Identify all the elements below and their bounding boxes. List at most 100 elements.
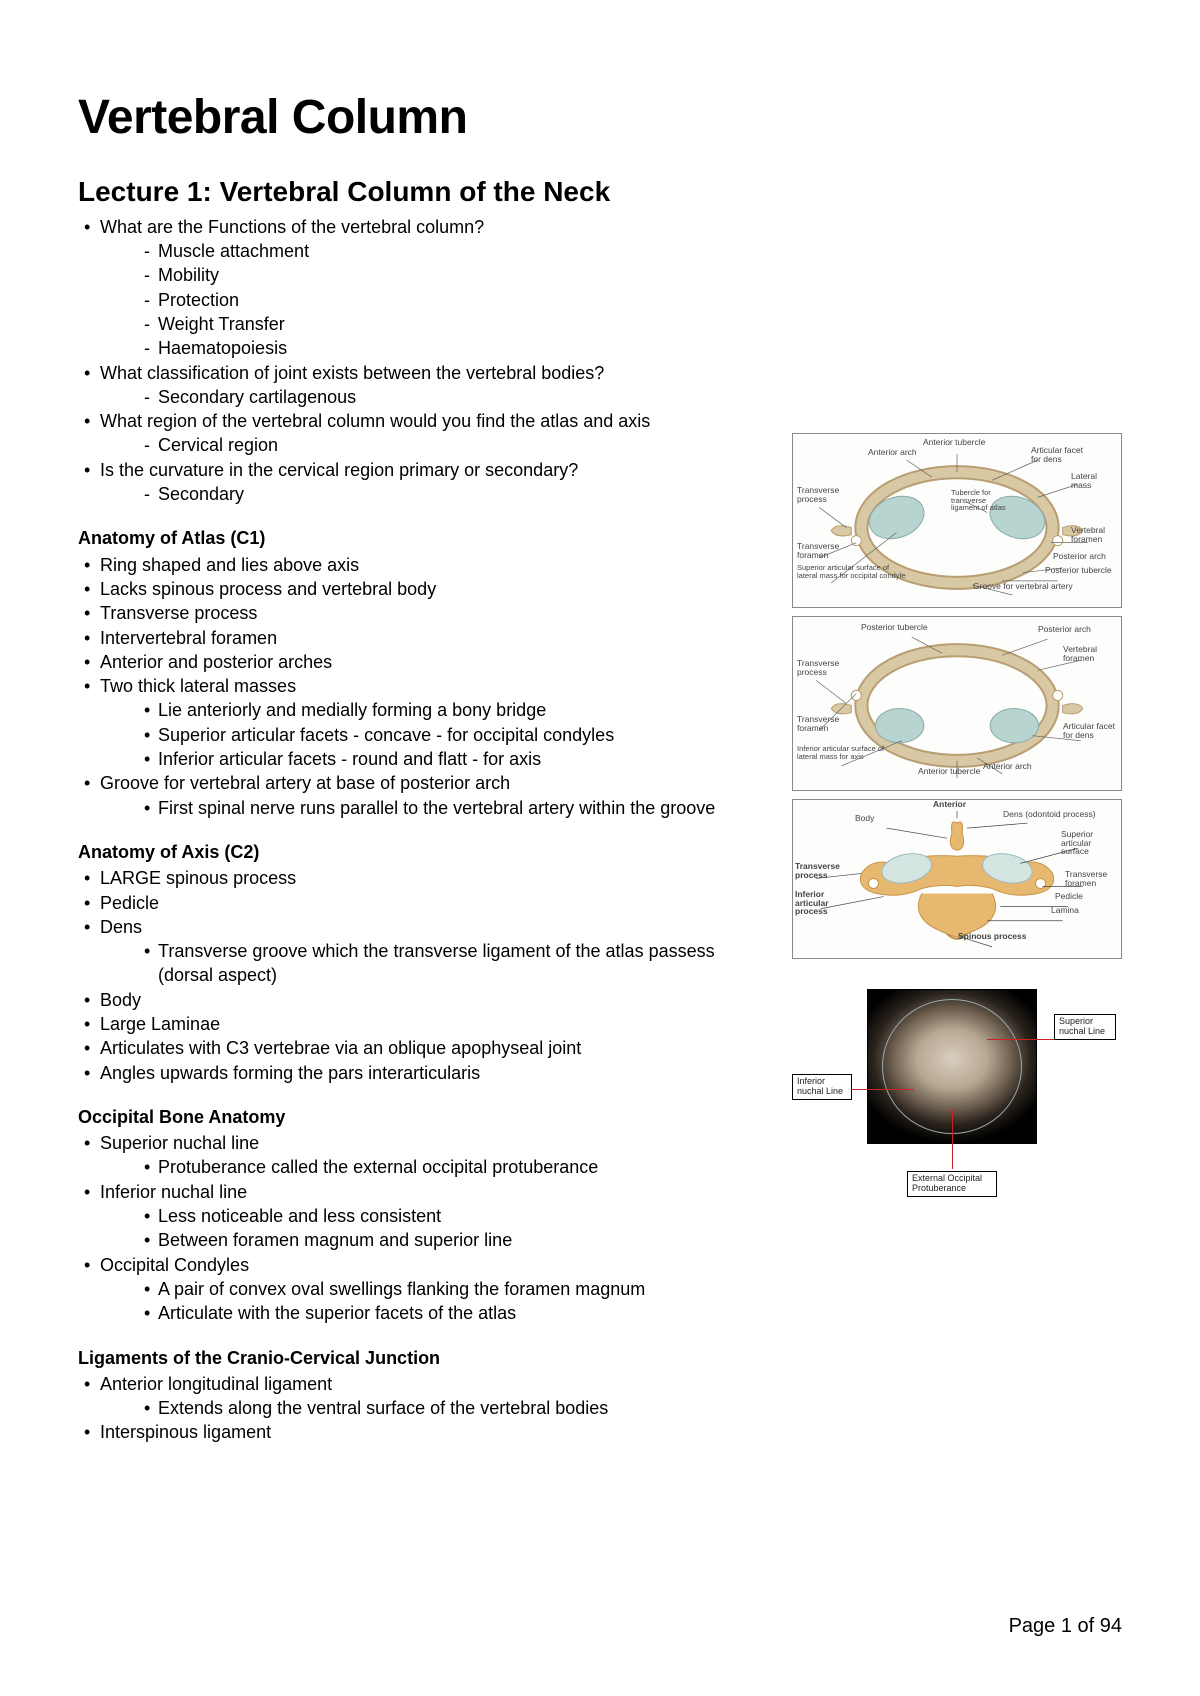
- list-item-text: Superior nuchal line: [100, 1133, 259, 1153]
- list-item: LARGE spinous process: [78, 866, 772, 890]
- axis-list: LARGE spinous process Pedicle Dens Trans…: [78, 866, 772, 1085]
- list-item: Anterior longitudinal ligament Extends a…: [78, 1372, 772, 1421]
- fig-label: Transverse process: [795, 862, 845, 879]
- figure-axis: Anterior Body Dens (odontoid process) Su…: [792, 799, 1122, 959]
- list-item: First spinal nerve runs parallel to the …: [100, 796, 772, 820]
- fig-label: Superior articular surface of lateral ma…: [797, 564, 907, 579]
- fig-label: Transverse foramen: [797, 542, 847, 559]
- fig-label: Transverse foramen: [1065, 870, 1115, 887]
- fig-label: Body: [855, 814, 874, 823]
- list-item: Dens Transverse groove which the transve…: [78, 915, 772, 988]
- occipital-list: Superior nuchal line Protuberance called…: [78, 1131, 772, 1325]
- fig-label: Anterior arch: [868, 448, 917, 457]
- skull-label-inf-nuchal: Inferior nuchal Line: [792, 1074, 852, 1100]
- list-item: Occipital Condyles A pair of convex oval…: [78, 1253, 772, 1326]
- list-item: Inferior articular facets - round and fl…: [100, 747, 772, 771]
- list-item-text: Dens: [100, 917, 142, 937]
- list-item: Groove for vertebral artery at base of p…: [78, 771, 772, 820]
- fig-label: Posterior arch: [1038, 625, 1091, 634]
- content-row: Lecture 1: Vertebral Column of the Neck …: [78, 173, 1122, 1445]
- ligaments-list: Anterior longitudinal ligament Extends a…: [78, 1372, 772, 1445]
- fig-label: Transverse process: [797, 659, 847, 676]
- list-item: Lie anteriorly and medially forming a bo…: [100, 698, 772, 722]
- list-item-text: Inferior nuchal line: [100, 1182, 247, 1202]
- q4-item: Secondary: [100, 482, 772, 506]
- fig-label: Anterior: [933, 800, 966, 809]
- q3-text: What region of the vertebral column woul…: [100, 411, 650, 431]
- fig-label: Anterior tubercle: [923, 438, 985, 447]
- q1: What are the Functions of the vertebral …: [78, 215, 772, 361]
- figure-atlas-inferior: Posterior tubercle Posterior arch Verteb…: [792, 616, 1122, 791]
- list-item: Less noticeable and less consistent: [100, 1204, 772, 1228]
- fig-label: Inferior articular surface of lateral ma…: [797, 745, 892, 760]
- list-item: Body: [78, 988, 772, 1012]
- figure-atlas-superior: Anterior tubercle Anterior arch Articula…: [792, 433, 1122, 608]
- q2-item: Secondary cartilagenous: [100, 385, 772, 409]
- list-item-text: Groove for vertebral artery at base of p…: [100, 773, 510, 793]
- lecture-heading: Lecture 1: Vertebral Column of the Neck: [78, 173, 772, 211]
- list-item: Pedicle: [78, 891, 772, 915]
- intro-list: What are the Functions of the vertebral …: [78, 215, 772, 507]
- list-item: Articulates with C3 vertebrae via an obl…: [78, 1036, 772, 1060]
- page-number: Page 1 of 94: [1009, 1615, 1122, 1638]
- fig-label: Lamina: [1051, 906, 1079, 915]
- fig-label: Dens (odontoid process): [1003, 810, 1103, 819]
- leader-line: [952, 1109, 953, 1169]
- q2-text: What classification of joint exists betw…: [100, 363, 604, 383]
- main-column: Lecture 1: Vertebral Column of the Neck …: [78, 173, 772, 1445]
- fig-label: Articular facet for dens: [1063, 722, 1118, 739]
- list-item: Between foramen magnum and superior line: [100, 1228, 772, 1252]
- list-item: Protuberance called the external occipit…: [100, 1155, 772, 1179]
- q1-item: Mobility: [100, 263, 772, 287]
- list-item: Intervertebral foramen: [78, 626, 772, 650]
- q4-text: Is the curvature in the cervical region …: [100, 460, 578, 480]
- list-item: Transverse process: [78, 601, 772, 625]
- ligaments-heading: Ligaments of the Cranio-Cervical Junctio…: [78, 1346, 772, 1370]
- fig-label: Posterior arch: [1053, 552, 1106, 561]
- list-item-text: Two thick lateral masses: [100, 676, 296, 696]
- fig-label: Pedicle: [1055, 892, 1083, 901]
- fig-label: Posterior tubercle: [1045, 566, 1112, 575]
- occipital-heading: Occipital Bone Anatomy: [78, 1105, 772, 1129]
- q3: What region of the vertebral column woul…: [78, 409, 772, 458]
- list-item: Inferior nuchal line Less noticeable and…: [78, 1180, 772, 1253]
- q3-item: Cervical region: [100, 433, 772, 457]
- list-item-text: Anterior longitudinal ligament: [100, 1374, 332, 1394]
- list-item: A pair of convex oval swellings flanking…: [100, 1277, 772, 1301]
- list-item: Angles upwards forming the pars interart…: [78, 1061, 772, 1085]
- leader-line: [987, 1039, 1057, 1040]
- skull-label-ext-occ: External Occipital Protuberance: [907, 1171, 997, 1197]
- q1-item: Haematopoiesis: [100, 336, 772, 360]
- list-item: Large Laminae: [78, 1012, 772, 1036]
- page-title: Vertebral Column: [78, 90, 1122, 145]
- list-item: Lacks spinous process and vertebral body: [78, 577, 772, 601]
- list-item: Ring shaped and lies above axis: [78, 553, 772, 577]
- q4: Is the curvature in the cervical region …: [78, 458, 772, 507]
- fig-label: Vertebral foramen: [1071, 526, 1116, 543]
- skull-label-sup-nuchal: Superior nuchal Line: [1054, 1014, 1116, 1040]
- axis-heading: Anatomy of Axis (C2): [78, 840, 772, 864]
- figure-skull-occipital: Superior nuchal Line Inferior nuchal Lin…: [792, 979, 1122, 1219]
- fig-label: Vertebral foramen: [1063, 645, 1108, 662]
- fig-label: Articular facet for dens: [1031, 446, 1086, 463]
- q1-item: Protection: [100, 288, 772, 312]
- fig-label: Inferior articular process: [795, 890, 840, 916]
- atlas-heading: Anatomy of Atlas (C1): [78, 526, 772, 550]
- list-item: Transverse groove which the transverse l…: [100, 939, 772, 988]
- fig-label: Groove for vertebral artery: [973, 582, 1073, 591]
- q1-text: What are the Functions of the vertebral …: [100, 217, 484, 237]
- list-item: Superior nuchal line Protuberance called…: [78, 1131, 772, 1180]
- q1-item: Muscle attachment: [100, 239, 772, 263]
- list-item: Anterior and posterior arches: [78, 650, 772, 674]
- fig-label: Posterior tubercle: [861, 623, 928, 632]
- list-item: Two thick lateral masses Lie anteriorly …: [78, 674, 772, 771]
- fig-label: Anterior arch: [983, 762, 1032, 771]
- list-item: Articulate with the superior facets of t…: [100, 1301, 772, 1325]
- fig-label: Anterior tubercle: [918, 767, 980, 776]
- atlas-list: Ring shaped and lies above axis Lacks sp…: [78, 553, 772, 820]
- list-item: Superior articular facets - concave - fo…: [100, 723, 772, 747]
- q1-item: Weight Transfer: [100, 312, 772, 336]
- list-item: Extends along the ventral surface of the…: [100, 1396, 772, 1420]
- fig-label: Transverse foramen: [797, 715, 847, 732]
- fig-label: Superior articular surface: [1061, 830, 1111, 856]
